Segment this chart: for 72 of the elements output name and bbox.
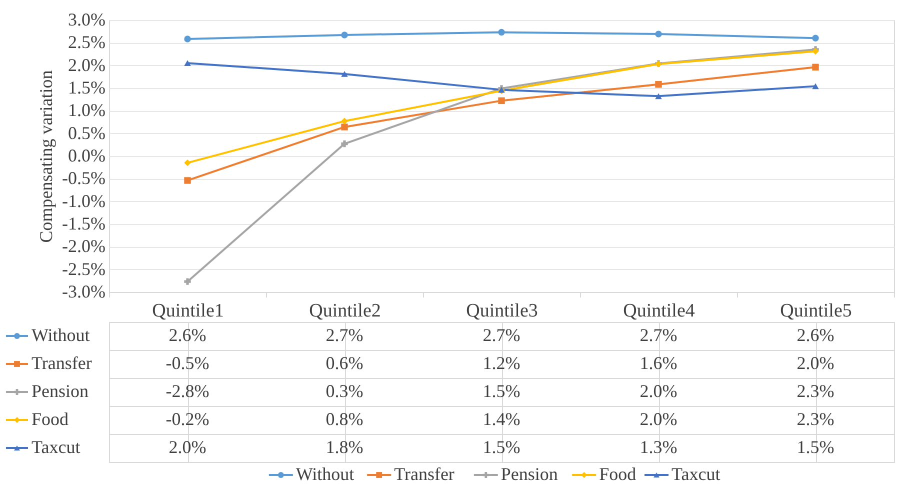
y-tick-label: 2.5%: [68, 32, 106, 52]
text: Taxcut: [672, 464, 720, 484]
text: Pension: [500, 464, 558, 484]
point: [341, 32, 348, 38]
data-label: 0.3%: [326, 381, 364, 401]
data-label: 2.6%: [796, 325, 834, 345]
data-label: 1.3%: [640, 437, 678, 457]
y-tick-label: -2.0%: [62, 236, 106, 256]
x-tick-label: Quintile1: [152, 300, 224, 322]
point: [184, 159, 191, 166]
data-label: 1.6%: [640, 353, 678, 373]
point: [812, 64, 819, 70]
data-label: 1.2%: [482, 353, 520, 373]
data-label: 2.7%: [482, 325, 520, 345]
point: [341, 71, 348, 77]
data-label: 2.7%: [326, 325, 364, 345]
x-tick-label: Quintile2: [309, 300, 381, 322]
point: [341, 118, 348, 124]
point: [341, 140, 348, 148]
y-tick-label: -2.5%: [62, 258, 106, 279]
data-label: 2.7%: [640, 325, 678, 345]
y-tick-label: 3.0%: [68, 10, 106, 30]
point: [812, 83, 819, 90]
legend-label: Food: [32, 409, 69, 429]
data-label: 1.5%: [482, 381, 520, 401]
x-tick-label: Quintile4: [623, 300, 696, 322]
point: [655, 93, 662, 100]
y-tick-label: 0.5%: [68, 122, 106, 143]
legend-label: Taxcut: [32, 437, 80, 457]
point: [184, 278, 191, 285]
point: [812, 34, 819, 42]
data-label: 1.5%: [482, 437, 520, 457]
x-tick-label: Quintile3: [466, 300, 538, 322]
point: [184, 36, 191, 42]
y-tick-label: -0.5%: [62, 168, 106, 188]
data-label: -2.8%: [166, 381, 210, 401]
point: [655, 30, 662, 38]
data-label: 1.4%: [482, 409, 520, 429]
data-label: 2.0%: [640, 409, 678, 429]
data-label: -0.2%: [166, 409, 210, 429]
point: [341, 124, 348, 130]
data-label: 2.3%: [796, 409, 834, 429]
text: Food: [599, 464, 636, 484]
data-label: 1.8%: [326, 437, 364, 457]
point: [498, 28, 505, 36]
y-tick-label: -1.5%: [62, 214, 106, 234]
legend-label: Transfer: [32, 353, 92, 373]
text: Without: [296, 464, 354, 484]
point: [184, 60, 191, 66]
point: [655, 81, 662, 88]
data-label: 0.6%: [326, 353, 364, 373]
y-tick-label: 0.0%: [68, 146, 106, 166]
data-label: 2.0%: [796, 353, 834, 373]
y-tick-label: 1.0%: [68, 100, 106, 120]
y-tick-label: 2.0%: [68, 54, 106, 75]
data-label: 0.8%: [326, 409, 364, 429]
y-tick-label: 1.5%: [68, 78, 106, 98]
legend-label: Pension: [32, 381, 89, 401]
data-label: 1.5%: [796, 437, 834, 457]
x-tick-label: Quintile5: [780, 300, 852, 322]
legend-label: Without: [32, 325, 90, 345]
point: [498, 97, 505, 104]
text: Transfer: [394, 464, 454, 484]
data-label: 2.0%: [640, 381, 678, 401]
data-label: -0.5%: [166, 353, 210, 373]
data-label: 2.6%: [168, 325, 206, 345]
y-axis-title: Compensating variation: [36, 70, 56, 243]
y-tick-label: -1.0%: [62, 190, 106, 211]
point: [184, 177, 191, 184]
data-label: 2.0%: [168, 437, 206, 457]
y-tick-label: -3.0%: [62, 282, 106, 302]
data-label: 2.3%: [796, 381, 834, 401]
